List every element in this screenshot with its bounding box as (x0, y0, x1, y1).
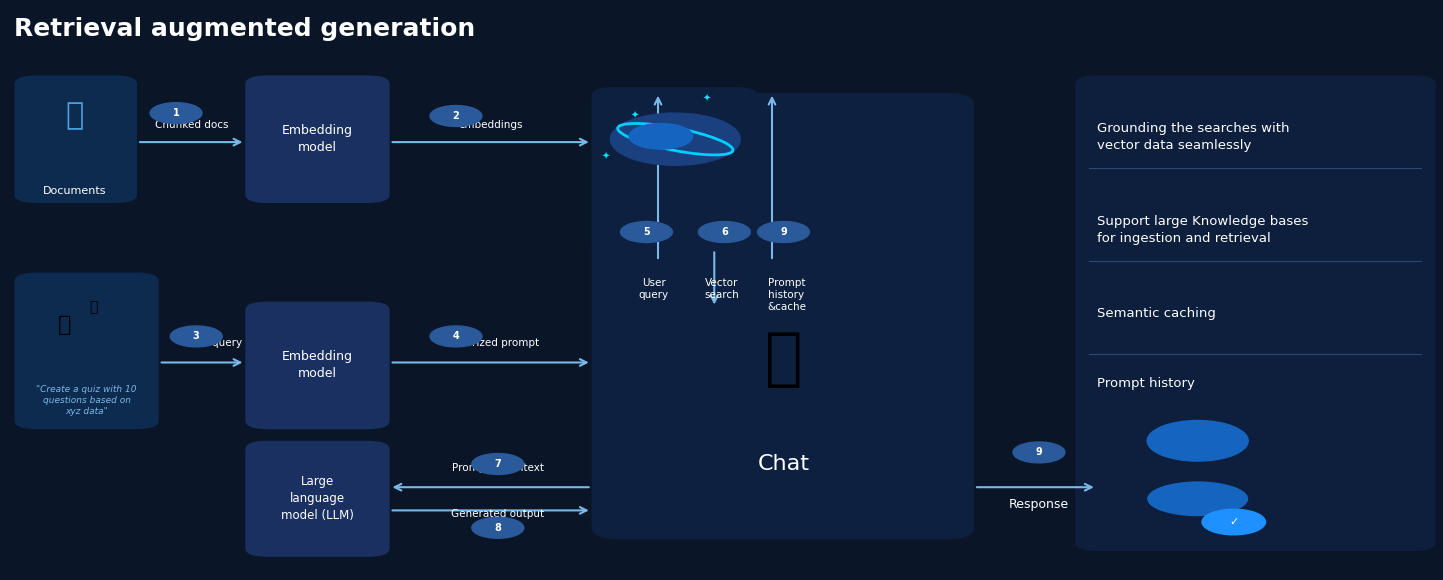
FancyBboxPatch shape (14, 273, 159, 429)
FancyBboxPatch shape (592, 87, 758, 249)
Text: Chunked docs: Chunked docs (156, 121, 228, 130)
Text: embeddings: embeddings (459, 121, 522, 130)
Text: Vectorized prompt: Vectorized prompt (443, 338, 538, 348)
Text: Vector
search: Vector search (704, 278, 739, 300)
Circle shape (1202, 509, 1266, 535)
Text: 2: 2 (453, 111, 459, 121)
Circle shape (170, 326, 222, 347)
FancyBboxPatch shape (1075, 75, 1436, 551)
Text: "Create a quiz with 10
questions based on
xyz data": "Create a quiz with 10 questions based o… (36, 385, 137, 416)
Text: 9: 9 (781, 227, 786, 237)
Text: Documents: Documents (43, 186, 107, 197)
Text: 3: 3 (193, 331, 199, 342)
Text: 4: 4 (453, 331, 459, 342)
Ellipse shape (1147, 481, 1248, 516)
Circle shape (430, 326, 482, 347)
Circle shape (758, 222, 810, 242)
Text: Chat: Chat (758, 454, 810, 474)
Text: ✦: ✦ (703, 93, 711, 104)
Text: 7: 7 (495, 459, 501, 469)
Text: Prompt + context: Prompt + context (452, 463, 544, 473)
Text: 6: 6 (722, 227, 727, 237)
FancyBboxPatch shape (14, 75, 137, 203)
FancyBboxPatch shape (245, 75, 390, 203)
Text: Response: Response (1009, 498, 1069, 511)
Text: User
query: User query (639, 278, 668, 300)
Circle shape (150, 103, 202, 124)
Text: Prompt history: Prompt history (1097, 377, 1195, 390)
Text: Support large Knowledge bases
for ingestion and retrieval: Support large Knowledge bases for ingest… (1097, 215, 1307, 245)
Text: ✦: ✦ (631, 111, 639, 121)
Text: 💬: 💬 (89, 300, 98, 314)
Circle shape (620, 222, 672, 242)
Text: 💬: 💬 (765, 329, 802, 390)
Text: 📄: 📄 (66, 102, 84, 130)
Circle shape (430, 106, 482, 126)
Text: Embedding
model: Embedding model (281, 124, 354, 154)
Circle shape (1013, 442, 1065, 463)
Text: 9: 9 (1036, 447, 1042, 458)
Text: Large
language
model (LLM): Large language model (LLM) (281, 475, 354, 523)
Text: Retrieval augmented generation: Retrieval augmented generation (14, 17, 476, 41)
Circle shape (472, 517, 524, 538)
Text: Embedding
model: Embedding model (281, 350, 354, 380)
Circle shape (1147, 420, 1248, 461)
Circle shape (629, 124, 693, 149)
FancyBboxPatch shape (245, 302, 390, 429)
Circle shape (698, 222, 750, 242)
Text: Semantic caching: Semantic caching (1097, 307, 1215, 320)
Text: User query: User query (185, 338, 242, 348)
Text: ✓: ✓ (1229, 517, 1238, 527)
Text: Grounding the searches with
vector data seamlessly: Grounding the searches with vector data … (1097, 122, 1289, 152)
Text: ✦: ✦ (602, 151, 610, 162)
Text: 1: 1 (173, 108, 179, 118)
Text: Prompt
history
&cache: Prompt history &cache (766, 278, 807, 311)
Text: 5: 5 (644, 227, 649, 237)
Text: 8: 8 (495, 523, 501, 533)
Circle shape (472, 454, 524, 474)
FancyBboxPatch shape (245, 441, 390, 557)
Text: 👤: 👤 (58, 315, 72, 335)
FancyBboxPatch shape (592, 93, 974, 539)
Text: Generated output: Generated output (452, 509, 544, 519)
Circle shape (610, 113, 740, 165)
